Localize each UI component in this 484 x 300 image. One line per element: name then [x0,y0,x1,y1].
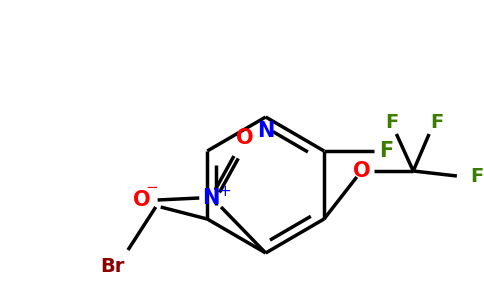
Text: F: F [385,112,398,131]
Text: F: F [379,141,393,161]
Text: N: N [257,121,274,141]
Text: O: O [236,128,254,148]
Text: +: + [219,184,231,199]
Text: F: F [430,112,444,131]
Text: −: − [145,181,158,196]
Text: O: O [133,190,151,210]
Text: O: O [353,161,371,181]
Text: F: F [470,167,484,185]
Text: Br: Br [100,257,124,277]
Text: N: N [202,188,220,208]
